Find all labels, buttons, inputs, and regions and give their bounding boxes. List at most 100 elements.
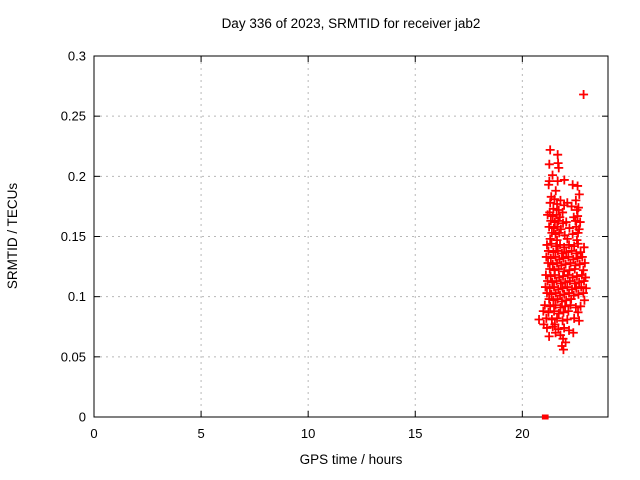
y-tick-label: 0.05 (61, 349, 86, 364)
data-point (546, 289, 556, 299)
data-point (553, 216, 563, 226)
chart-title: Day 336 of 2023, SRMTID for receiver jab… (222, 16, 481, 31)
data-point (545, 145, 555, 155)
data-point (576, 282, 586, 292)
data-point (573, 181, 583, 191)
data-point (543, 246, 553, 256)
data-point (564, 240, 574, 250)
data-point (576, 301, 586, 311)
data-point (557, 248, 567, 258)
data-points (534, 90, 591, 420)
data-point (556, 278, 566, 288)
data-point (540, 282, 550, 292)
data-point (572, 271, 582, 281)
x-axis-label: GPS time / hours (300, 452, 403, 467)
data-point (560, 277, 570, 287)
data-point (562, 315, 572, 325)
data-point (558, 207, 568, 217)
data-point (558, 253, 568, 263)
x-tick-label: 10 (301, 426, 315, 441)
data-point (543, 276, 553, 286)
data-point (546, 253, 556, 263)
data-point (558, 271, 568, 281)
y-tick-label: 0 (79, 410, 86, 425)
data-point (573, 253, 583, 263)
data-point (562, 234, 572, 244)
data-point (547, 277, 557, 287)
data-point (561, 247, 571, 257)
axis-ticks (93, 55, 608, 418)
data-point (558, 307, 568, 317)
data-point (571, 248, 581, 258)
data-point (544, 331, 554, 341)
data-point (554, 264, 564, 274)
data-point (568, 328, 578, 338)
data-point (543, 307, 553, 317)
data-point (560, 301, 570, 311)
data-point (548, 247, 558, 257)
data-point (548, 322, 558, 332)
data-point (570, 278, 580, 288)
data-point (559, 175, 569, 185)
x-tick-labels: 0 5 10 15 20 (90, 426, 529, 441)
data-point (561, 295, 571, 305)
x-tick-label: 5 (197, 426, 204, 441)
data-point (558, 283, 568, 293)
data-point (542, 288, 552, 298)
data-point (546, 239, 556, 249)
data-point (559, 242, 569, 252)
data-point (579, 90, 589, 100)
data-point (545, 198, 555, 208)
data-point (568, 229, 578, 239)
data-point (574, 189, 584, 199)
data-point (548, 170, 558, 180)
data-point (575, 217, 585, 227)
data-point (534, 315, 544, 325)
data-point (543, 258, 553, 268)
data-point (553, 150, 563, 160)
data-point (568, 180, 578, 190)
data-point (561, 259, 571, 269)
x-tick-label: 20 (515, 426, 529, 441)
data-point (566, 300, 576, 310)
data-point (541, 313, 551, 323)
data-point (578, 288, 588, 298)
data-point (548, 259, 558, 269)
data-point (563, 306, 573, 316)
data-point (573, 203, 583, 213)
data-point (573, 239, 583, 249)
data-point (576, 247, 586, 257)
data-point (564, 288, 574, 298)
data-point (554, 309, 564, 319)
data-point (538, 306, 548, 316)
data-point (544, 294, 554, 304)
data-point (564, 265, 574, 275)
y-tick-labels: 0 0.05 0.1 0.15 0.2 0.25 0.3 (61, 49, 86, 425)
data-point (571, 283, 581, 293)
data-point (562, 282, 572, 292)
data-point (573, 289, 583, 299)
data-point (557, 296, 567, 306)
data-point (566, 258, 576, 268)
data-point (574, 277, 584, 287)
data-point (569, 313, 579, 323)
plot-border (93, 55, 609, 418)
data-point (548, 295, 558, 305)
data-point (545, 301, 555, 311)
data-point (542, 323, 552, 333)
data-point (543, 210, 553, 220)
data-point (558, 345, 568, 355)
data-point (577, 252, 587, 262)
data-point (581, 283, 591, 293)
data-point (579, 242, 589, 252)
data-point (573, 211, 583, 221)
data-point (575, 259, 585, 269)
data-point (564, 223, 574, 233)
data-point (552, 199, 562, 209)
data-point (545, 283, 555, 293)
data-point (554, 163, 564, 173)
y-axis-label: SRMTID / TECUs (5, 183, 20, 290)
data-point (555, 302, 565, 312)
data-point (544, 180, 554, 190)
